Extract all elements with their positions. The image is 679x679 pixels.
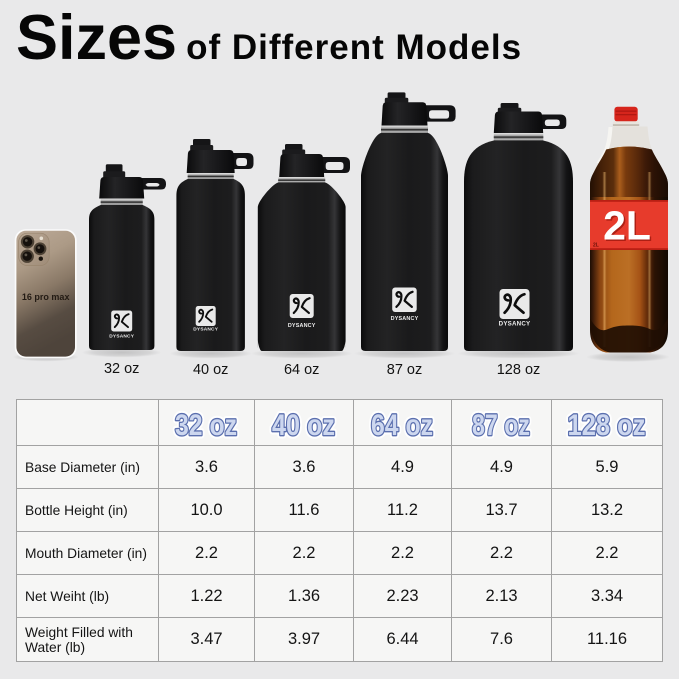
svg-text:64 oz: 64 oz: [284, 362, 319, 378]
svg-text:16 pro max: 16 pro max: [22, 292, 70, 302]
svg-text:DYSANCY: DYSANCY: [193, 327, 218, 333]
svg-text:DYSANCY: DYSANCY: [288, 323, 316, 329]
svg-text:DYSANCY: DYSANCY: [391, 316, 419, 322]
svg-text:2L: 2L: [603, 203, 651, 249]
svg-text:128 oz: 128 oz: [497, 362, 541, 378]
svg-text:2L: 2L: [593, 243, 599, 249]
svg-text:2L: 2L: [605, 204, 653, 250]
svg-text:DYSANCY: DYSANCY: [109, 334, 134, 340]
svg-text:40 oz: 40 oz: [193, 362, 228, 378]
svg-text:87 oz: 87 oz: [387, 362, 422, 378]
svg-text:32 oz: 32 oz: [104, 361, 139, 377]
svg-text:DYSANCY: DYSANCY: [499, 321, 531, 328]
